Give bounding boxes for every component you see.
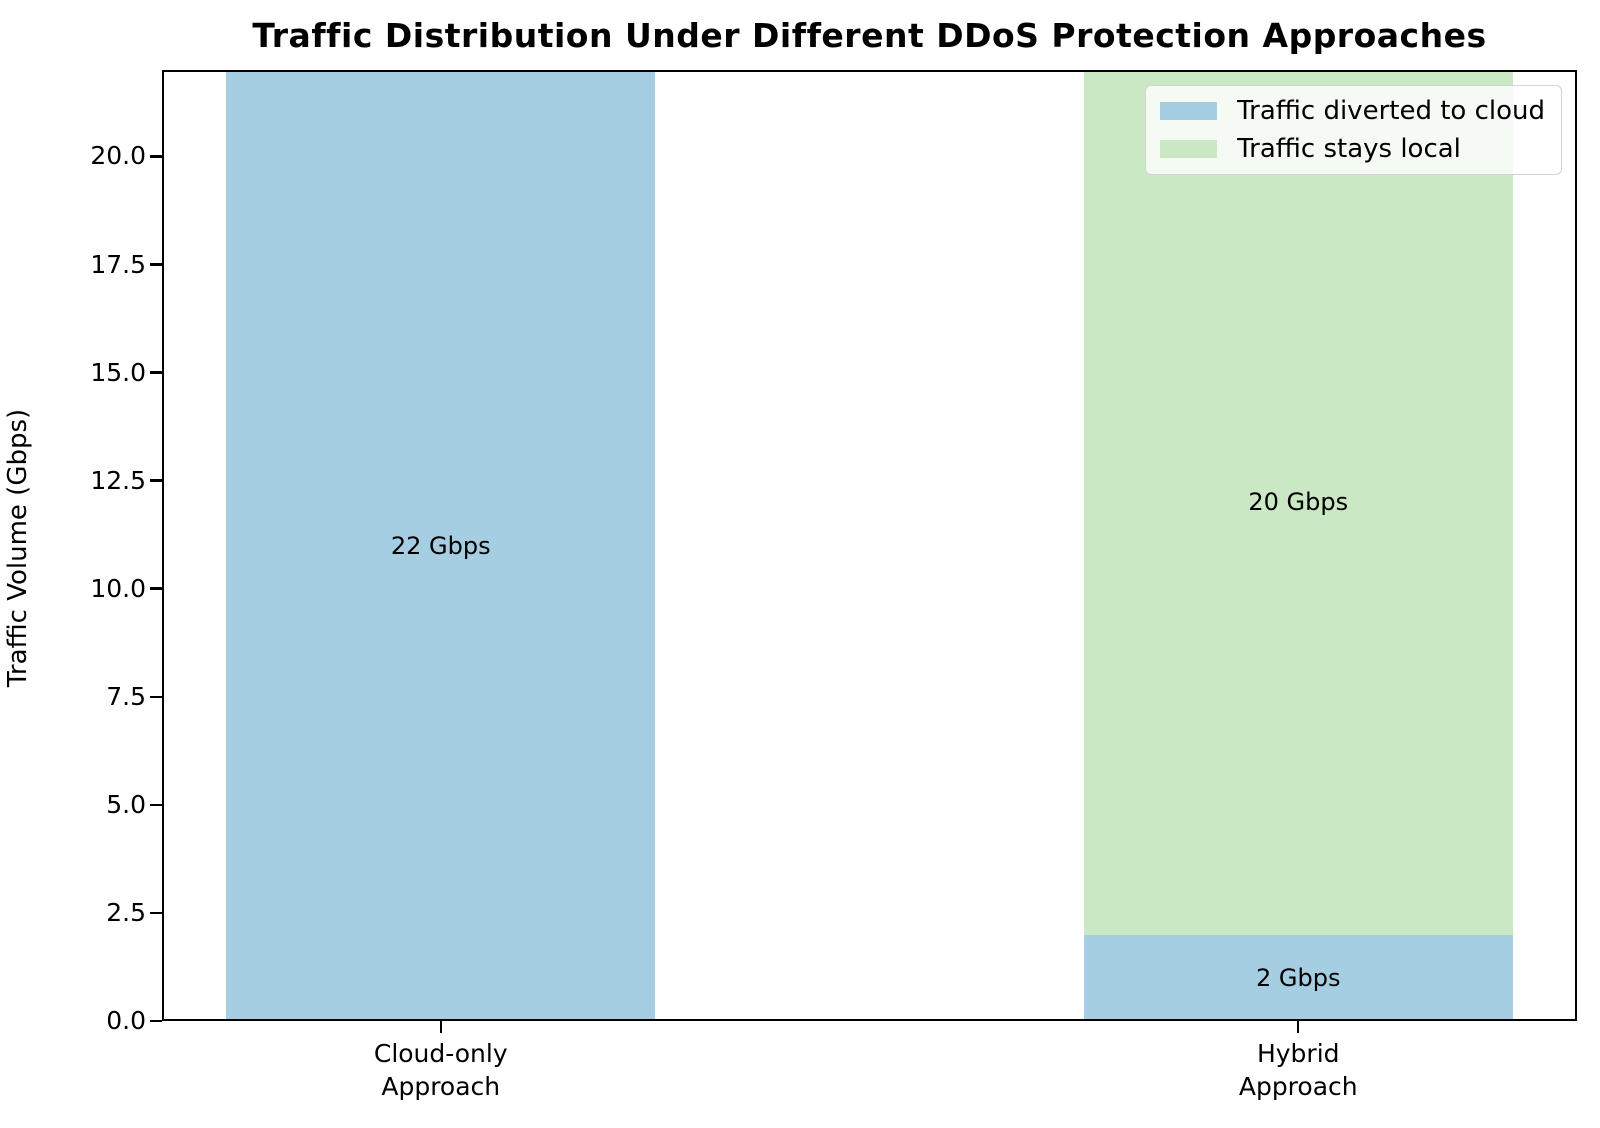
y-tick-mark [150, 479, 162, 482]
x-category-label: Cloud-only Approach [373, 1039, 508, 1101]
legend: Traffic diverted to cloud Traffic stays l… [1145, 85, 1562, 175]
y-tick-mark [150, 911, 162, 915]
plot-area: 22 Gbps 2 Gbps 20 Gbps Traffic diverted to… [162, 70, 1577, 1021]
y-tick-label: 10.0 [90, 573, 146, 603]
y-tick-label: 7.5 [106, 681, 146, 711]
legend-label: Traffic stays local [1237, 134, 1461, 164]
y-tick-mark [150, 695, 162, 699]
bar-segment-cat0-series0: 22 Gbps [226, 70, 656, 1021]
legend-swatch-icon [1160, 140, 1218, 158]
y-tick-mark [150, 803, 162, 807]
legend-label: Traffic diverted to cloud [1237, 96, 1545, 126]
bar-value-label: 20 Gbps [1248, 488, 1349, 517]
legend-row-0: Traffic diverted to cloud [1160, 96, 1545, 126]
chart-title: Traffic Distribution Under Different DDo… [252, 16, 1487, 55]
legend-row-1: Traffic stays local [1160, 134, 1545, 164]
legend-swatch-icon [1160, 102, 1218, 120]
x-tick-mark [439, 1021, 442, 1033]
y-tick-mark [150, 587, 162, 590]
y-tick-label: 5.0 [106, 789, 146, 819]
y-tick-label: 0.0 [106, 1006, 146, 1035]
y-tick-label: 17.5 [90, 249, 146, 279]
y-tick-mark [150, 155, 162, 158]
y-tick-mark [150, 1019, 162, 1023]
y-tick-label: 20.0 [90, 141, 146, 171]
y-tick-label: 12.5 [90, 465, 146, 495]
bar-segment-cat1-series1: 20 Gbps [1083, 70, 1513, 935]
y-tick-label: 2.5 [106, 897, 146, 927]
x-tick-mark [1296, 1021, 1300, 1033]
x-category-label: Hybrid Approach [1238, 1039, 1358, 1101]
bar-value-label: 2 Gbps [1256, 963, 1341, 992]
y-tick-mark [150, 371, 162, 374]
bar-value-label: 22 Gbps [390, 531, 491, 560]
y-tick-label: 15.0 [90, 357, 146, 387]
y-tick-mark [150, 263, 162, 266]
bar-segment-cat1-series0: 2 Gbps [1083, 934, 1513, 1021]
